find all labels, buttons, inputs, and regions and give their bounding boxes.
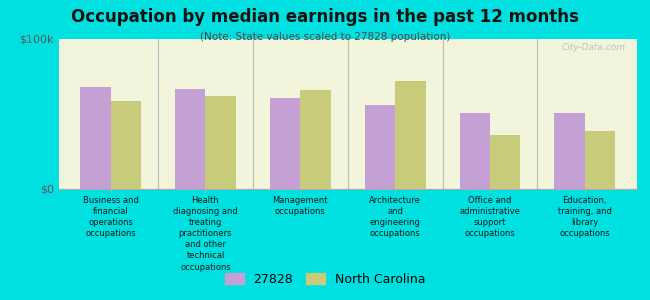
Text: Occupation by median earnings in the past 12 months: Occupation by median earnings in the pas… bbox=[71, 8, 579, 26]
Bar bbox=[554, 112, 585, 189]
Text: (Note: State values scaled to 27828 population): (Note: State values scaled to 27828 popu… bbox=[200, 32, 450, 41]
Bar bbox=[205, 96, 236, 189]
Text: City-Data.com: City-Data.com bbox=[562, 44, 625, 52]
Bar bbox=[300, 90, 331, 189]
Bar bbox=[111, 100, 141, 189]
Bar bbox=[585, 130, 615, 189]
Bar bbox=[175, 88, 205, 189]
Bar bbox=[460, 112, 490, 189]
Legend: 27828, North Carolina: 27828, North Carolina bbox=[220, 268, 430, 291]
Bar bbox=[490, 135, 521, 189]
Bar bbox=[270, 98, 300, 189]
Bar bbox=[395, 81, 426, 189]
Bar bbox=[365, 105, 395, 189]
Bar bbox=[81, 87, 110, 189]
